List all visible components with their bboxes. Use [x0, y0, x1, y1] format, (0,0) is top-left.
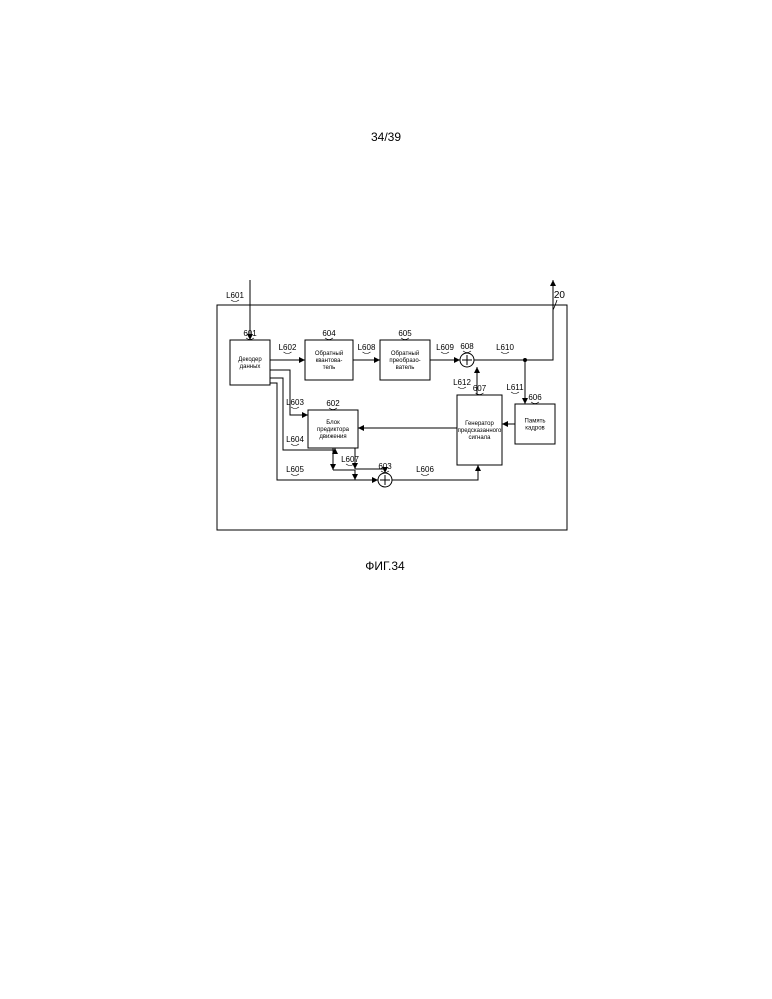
- svg-text:605: 605: [398, 329, 412, 338]
- svg-text:Генератор: Генератор: [465, 421, 494, 427]
- svg-text:предсказанного: предсказанного: [458, 428, 502, 434]
- svg-text:606: 606: [528, 393, 542, 402]
- svg-text:20: 20: [554, 290, 566, 301]
- svg-text:сигнала: сигнала: [468, 435, 491, 441]
- svg-text:данных: данных: [240, 364, 261, 370]
- svg-text:L610: L610: [496, 343, 514, 352]
- svg-text:кадров: кадров: [525, 426, 544, 432]
- svg-text:602: 602: [326, 399, 340, 408]
- svg-text:L609: L609: [436, 343, 454, 352]
- svg-text:L603: L603: [286, 398, 304, 407]
- svg-text:L611: L611: [506, 383, 524, 392]
- svg-text:L607: L607: [341, 455, 359, 464]
- svg-text:тель: тель: [323, 365, 335, 371]
- svg-text:L605: L605: [286, 465, 304, 474]
- block-diagram: 20601Декодерданных602Блокпредикторадвиже…: [195, 210, 575, 620]
- svg-text:L608: L608: [358, 343, 376, 352]
- svg-text:движения: движения: [319, 434, 346, 440]
- svg-text:Обратный: Обратный: [315, 350, 343, 357]
- page: 34/39 20601Декодерданных602Блокпредиктор…: [0, 0, 772, 999]
- svg-text:608: 608: [460, 342, 474, 351]
- svg-text:L601: L601: [226, 291, 244, 300]
- svg-text:Обратный: Обратный: [391, 350, 419, 357]
- svg-text:предиктора: предиктора: [317, 427, 350, 433]
- svg-text:L606: L606: [416, 465, 434, 474]
- svg-text:L612: L612: [453, 378, 471, 387]
- svg-text:Память: Память: [525, 419, 546, 425]
- svg-text:преобразо-: преобразо-: [389, 358, 420, 364]
- svg-text:ватель: ватель: [396, 365, 415, 371]
- svg-text:L602: L602: [279, 343, 297, 352]
- svg-text:L604: L604: [286, 435, 304, 444]
- svg-text:ФИГ.34: ФИГ.34: [365, 559, 405, 573]
- svg-text:квантова-: квантова-: [316, 358, 343, 364]
- svg-text:604: 604: [322, 329, 336, 338]
- svg-text:Декодер: Декодер: [238, 357, 262, 363]
- svg-text:Блок: Блок: [326, 420, 340, 426]
- svg-text:607: 607: [473, 384, 487, 393]
- page-number: 34/39: [0, 130, 772, 144]
